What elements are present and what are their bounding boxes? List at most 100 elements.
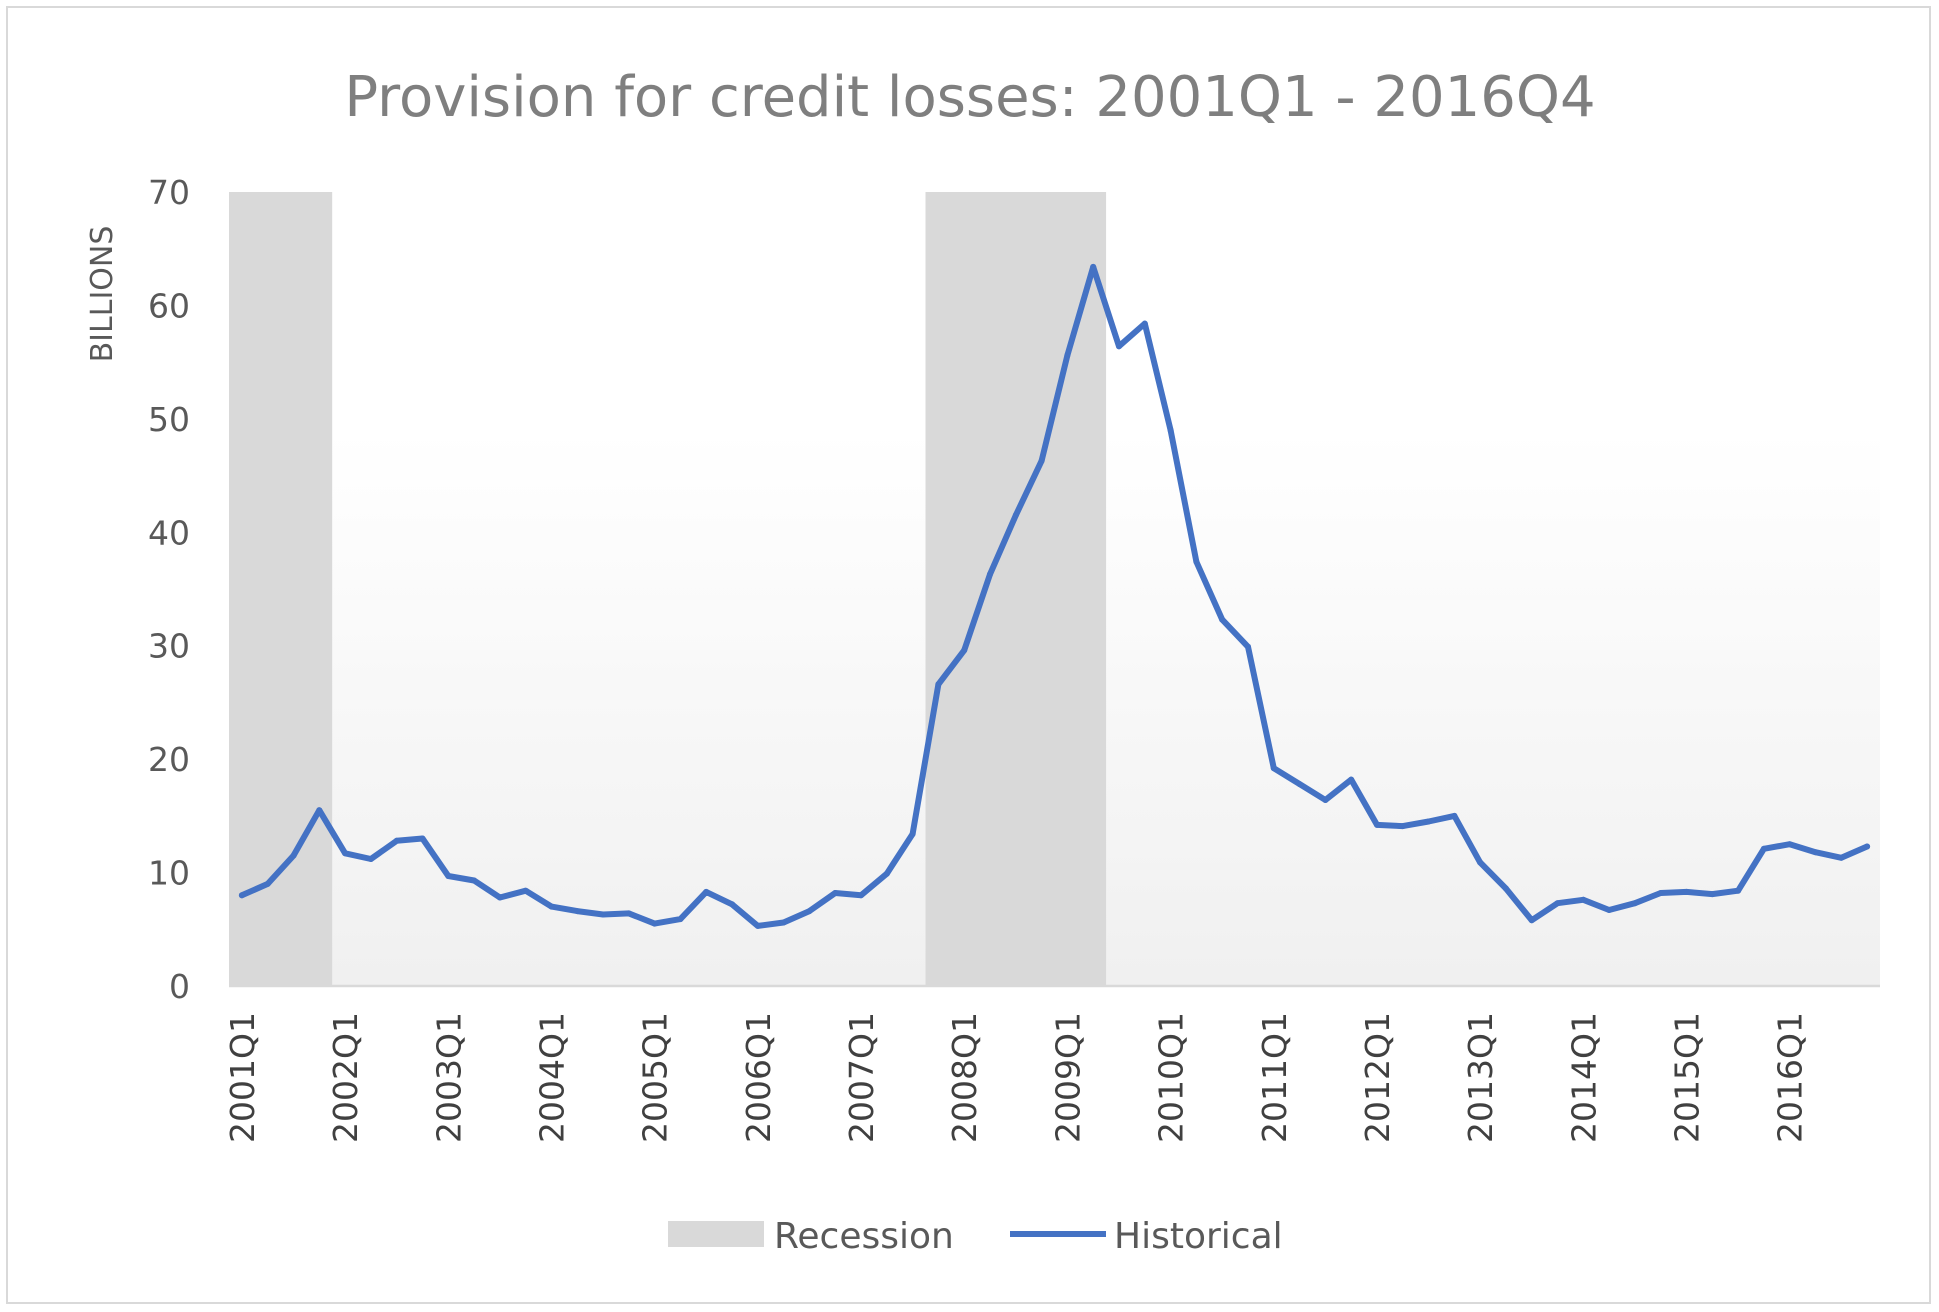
- legend-label-historical: Historical: [1114, 1216, 1283, 1257]
- data-point: [858, 892, 864, 899]
- data-point: [909, 831, 916, 837]
- x-tick-label: 2009Q1: [1048, 1012, 1087, 1143]
- data-point: [1141, 320, 1148, 327]
- data-point: [1012, 512, 1019, 519]
- data-point: [600, 911, 607, 918]
- data-point: [1348, 776, 1355, 783]
- data-point: [1245, 643, 1251, 650]
- y-tick-label: 20: [148, 740, 190, 779]
- data-point: [1399, 823, 1406, 830]
- data-point: [1580, 896, 1587, 903]
- data-point: [754, 922, 761, 929]
- data-point: [677, 916, 684, 923]
- x-tick-label: 2007Q1: [842, 1012, 881, 1143]
- data-point: [1864, 843, 1871, 850]
- data-point: [264, 880, 271, 887]
- series-points-historical: [238, 263, 1871, 929]
- data-point: [1760, 845, 1767, 852]
- data-point: [1064, 352, 1071, 359]
- data-point: [342, 850, 349, 857]
- data-point: [883, 870, 890, 877]
- data-point: [522, 887, 529, 894]
- y-tick-label: 60: [148, 286, 190, 325]
- chart-title: Provision for credit losses: 2001Q1 - 20…: [344, 65, 1595, 130]
- data-point: [290, 852, 297, 859]
- data-point: [1683, 888, 1690, 895]
- x-tick-label: 2016Q1: [1771, 1012, 1810, 1143]
- x-tick-label: 2008Q1: [945, 1012, 984, 1143]
- data-point: [1296, 781, 1303, 788]
- data-point: [1812, 849, 1819, 856]
- y-tick-label: 50: [148, 400, 190, 439]
- x-axis-ticks: 2001Q1 2002Q1 2003Q1 2004Q1 2005Q1 2006Q1 2007…: [223, 1012, 1810, 1143]
- y-axis-label: BILLIONS: [85, 226, 120, 363]
- data-point: [574, 908, 581, 915]
- data-point: [1502, 885, 1509, 892]
- data-point: [987, 571, 993, 578]
- data-point: [1657, 890, 1664, 896]
- x-tick-label: 2010Q1: [1152, 1012, 1191, 1143]
- data-point: [1038, 457, 1045, 464]
- data-point: [1477, 859, 1484, 866]
- data-point: [419, 835, 426, 842]
- y-tick-label: 40: [148, 513, 190, 552]
- data-point: [393, 837, 400, 844]
- y-tick-label: 70: [148, 173, 190, 212]
- x-tick-label: 2006Q1: [739, 1012, 778, 1143]
- y-tick-label: 0: [169, 967, 190, 1006]
- recession-band-1: [229, 192, 333, 986]
- x-tick-label: 2004Q1: [532, 1012, 571, 1143]
- x-tick-label: 2015Q1: [1668, 1012, 1707, 1143]
- data-point: [1116, 343, 1122, 350]
- data-point: [651, 920, 658, 927]
- data-point: [1219, 616, 1226, 623]
- y-tick-label: 10: [148, 854, 190, 893]
- line-chart: 0 10 20 30 40 50 60 70 2001Q1 2002Q1 2003Q1 2004Q1…: [85, 65, 1880, 1257]
- data-point: [496, 894, 503, 901]
- data-point: [961, 647, 968, 654]
- y-axis-ticks: 0 10 20 30 40 50 60 70: [148, 173, 190, 1006]
- data-point: [1425, 818, 1432, 825]
- x-tick-label: 2001Q1: [223, 1012, 262, 1143]
- data-point: [1528, 917, 1535, 924]
- x-tick-label: 2011Q1: [1255, 1012, 1294, 1143]
- x-tick-label: 2002Q1: [326, 1012, 365, 1143]
- data-point: [1322, 797, 1329, 803]
- chart-frame: 0 10 20 30 40 50 60 70 2001Q1 2002Q1 2003Q1 2004Q1…: [6, 6, 1931, 1304]
- data-point: [1735, 887, 1742, 894]
- data-point: [445, 873, 452, 879]
- data-point: [625, 910, 632, 917]
- data-point: [316, 807, 323, 814]
- x-tick-label: 2013Q1: [1461, 1012, 1500, 1143]
- y-tick-label: 30: [148, 627, 190, 666]
- data-point: [1193, 558, 1200, 565]
- legend: Recession Historical: [668, 1216, 1283, 1257]
- data-point: [729, 901, 735, 908]
- legend-swatch-recession: [668, 1221, 764, 1247]
- data-point: [1606, 907, 1613, 913]
- data-point: [1631, 900, 1638, 907]
- data-point: [367, 856, 374, 862]
- data-point: [832, 890, 839, 896]
- x-tick-label: 2003Q1: [429, 1012, 468, 1143]
- data-point: [1786, 841, 1793, 848]
- data-point: [806, 908, 813, 915]
- data-point: [703, 888, 710, 895]
- data-point: [1374, 821, 1380, 828]
- data-point: [935, 681, 942, 688]
- x-tick-label: 2005Q1: [636, 1012, 675, 1143]
- data-point: [238, 892, 245, 899]
- recession-bands: [229, 192, 1107, 986]
- x-tick-label: 2014Q1: [1564, 1012, 1603, 1143]
- data-point: [1451, 812, 1458, 819]
- data-point: [1270, 765, 1277, 772]
- data-point: [1090, 263, 1097, 270]
- data-point: [1709, 891, 1716, 898]
- series-line-historical: [238, 263, 1871, 929]
- data-point: [1554, 900, 1561, 907]
- legend-label-recession: Recession: [774, 1216, 954, 1257]
- x-tick-label: 2012Q1: [1358, 1012, 1397, 1143]
- data-point: [1838, 854, 1845, 861]
- data-point: [780, 919, 787, 926]
- data-point: [1167, 427, 1174, 434]
